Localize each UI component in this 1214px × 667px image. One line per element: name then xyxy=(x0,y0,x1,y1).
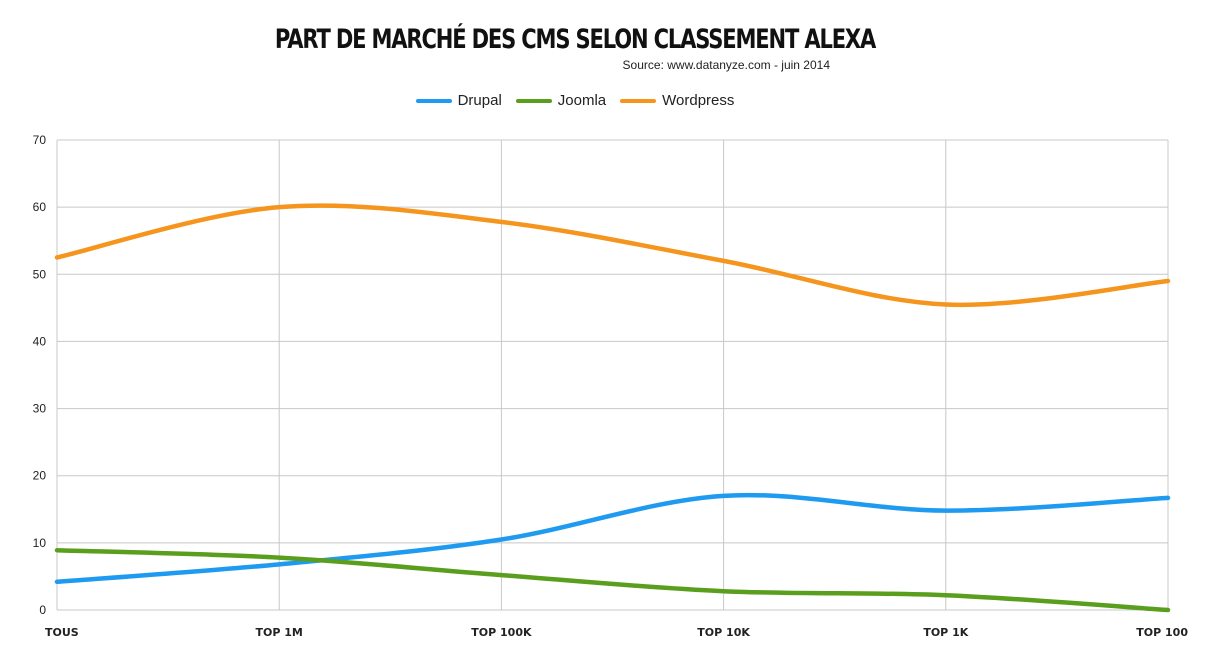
y-tick-label: 30 xyxy=(33,402,47,416)
legend-item-joomla[interactable]: Joomla xyxy=(515,92,607,109)
legend-swatch-wordpress xyxy=(620,98,657,103)
axis-layer: 0 10 20 30 40 50 60 70 TOUS TOP 1M TOP 100K TOP 10K… xyxy=(33,133,1189,639)
series-line-wordpress xyxy=(54,203,1171,308)
grid-layer xyxy=(56,139,1169,611)
x-tick-label: TOP 10K xyxy=(697,626,750,639)
chart-title: PART DE MARCHÉ DES CMS SELON CLASSEMENT … xyxy=(274,24,876,55)
y-tick-label: 50 xyxy=(33,267,47,281)
legend-swatch-joomla xyxy=(515,98,552,103)
series-line-drupal xyxy=(54,492,1171,585)
legend-item-wordpress[interactable]: Wordpress xyxy=(620,92,734,109)
x-tick-label: TOP 100K xyxy=(471,626,532,639)
chart-subtitle: Source: www.datanyze.com - juin 2014 xyxy=(622,58,830,72)
legend-swatch-drupal xyxy=(415,98,452,103)
legend-item-drupal[interactable]: Drupal xyxy=(415,92,502,109)
y-tick-label: 10 xyxy=(33,536,47,550)
series-line-joomla xyxy=(54,547,1171,613)
y-tick-label: 40 xyxy=(33,334,47,348)
x-tick-label: TOUS xyxy=(45,626,79,639)
x-tick-label: TOP 100 xyxy=(1136,626,1188,639)
chart-legend: Drupal Joomla Wordpress xyxy=(0,92,1150,109)
y-tick-label: 60 xyxy=(33,200,47,214)
x-tick-label: TOP 1M xyxy=(256,626,303,639)
legend-label-joomla: Joomla xyxy=(557,92,607,109)
y-tick-label: 70 xyxy=(33,133,47,147)
legend-label-wordpress: Wordpress xyxy=(662,92,735,109)
legend-label-drupal: Drupal xyxy=(457,92,502,109)
x-tick-label: TOP 1K xyxy=(923,626,968,639)
y-tick-label: 0 xyxy=(39,603,46,617)
series-layer xyxy=(54,203,1171,613)
y-tick-label: 20 xyxy=(33,469,47,483)
